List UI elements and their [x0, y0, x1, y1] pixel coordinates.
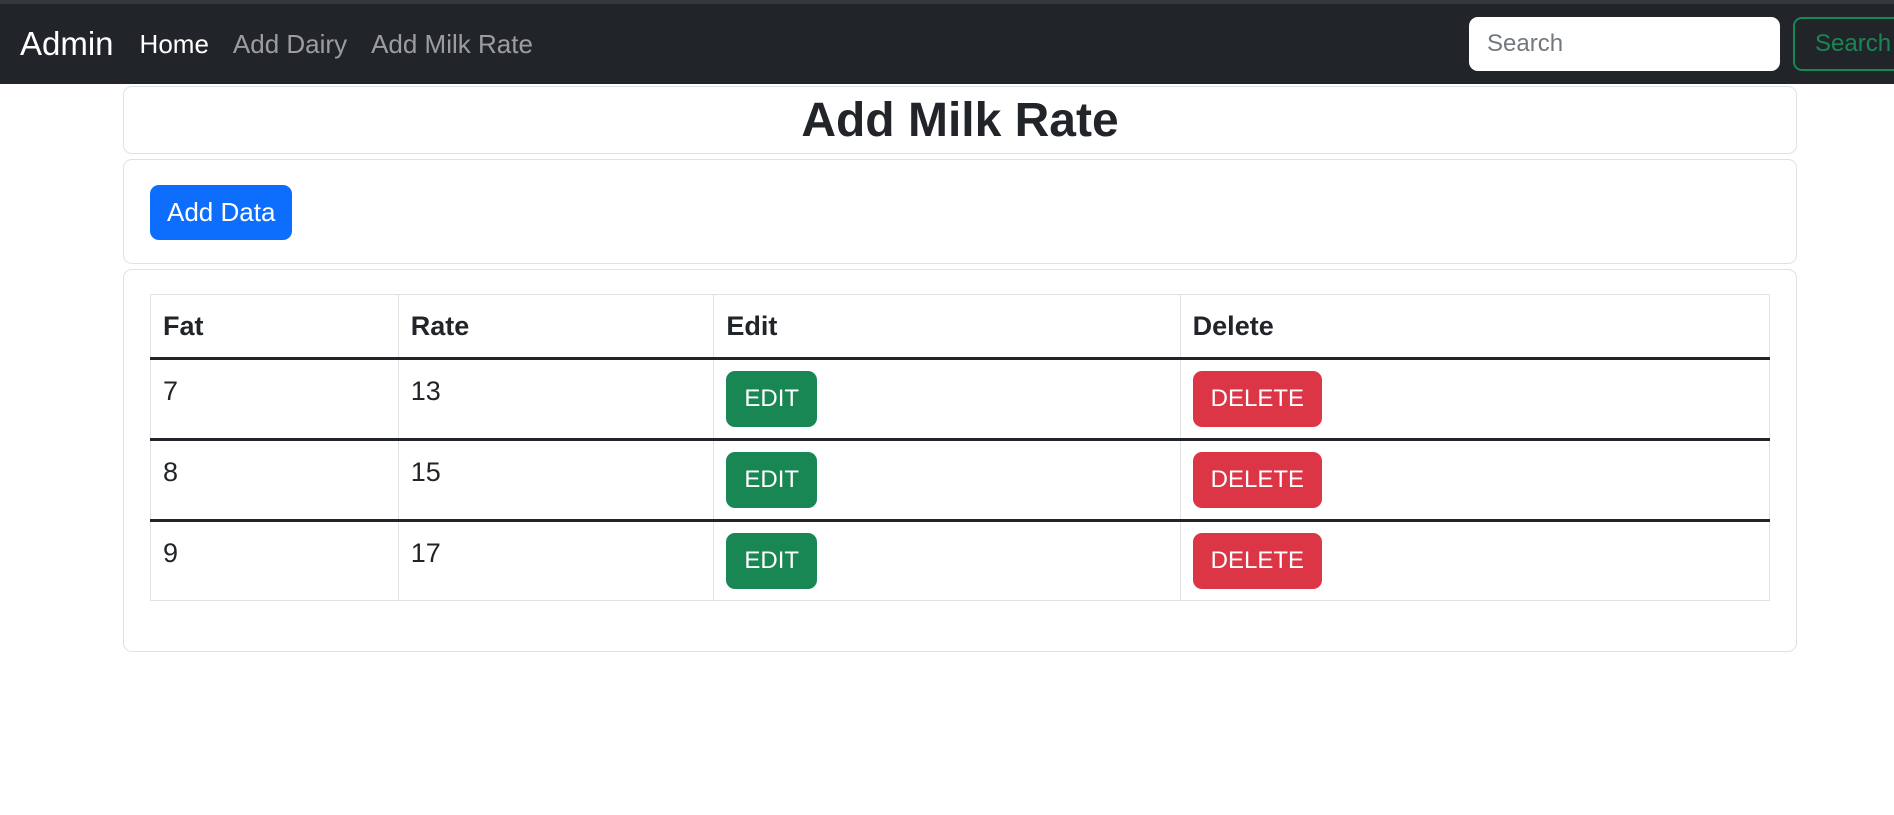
search-button[interactable]: Search — [1793, 17, 1894, 71]
toolbar-card: Add Data — [123, 159, 1797, 264]
edit-button[interactable]: EDIT — [726, 452, 818, 508]
search-form: Search — [1469, 17, 1894, 71]
cell-rate: 15 — [398, 439, 715, 522]
search-input[interactable] — [1469, 17, 1780, 71]
delete-button[interactable]: DELETE — [1192, 452, 1323, 508]
table-card: Fat Rate Edit Delete 7 13 EDIT DELETE 8 … — [123, 269, 1797, 652]
cell-rate: 13 — [398, 358, 715, 441]
edit-button[interactable]: EDIT — [726, 533, 818, 589]
delete-button[interactable]: DELETE — [1192, 533, 1323, 589]
table-row: 8 15 EDIT DELETE — [150, 439, 1770, 522]
window-top-edge — [0, 0, 1894, 4]
nav-item-home[interactable]: Home — [139, 28, 209, 59]
add-data-button[interactable]: Add Data — [150, 185, 293, 240]
nav-item-add-milk-rate[interactable]: Add Milk Rate — [371, 28, 533, 59]
milk-rate-table: Fat Rate Edit Delete 7 13 EDIT DELETE 8 … — [150, 294, 1770, 601]
brand-admin[interactable]: Admin — [20, 25, 114, 62]
page-title: Add Milk Rate — [801, 93, 1119, 147]
cell-fat: 7 — [150, 358, 399, 441]
cell-fat: 8 — [150, 439, 399, 522]
table-row: 9 17 EDIT DELETE — [150, 520, 1770, 601]
nav-links: Home Add Dairy Add Milk Rate — [128, 29, 545, 60]
nav-item-add-dairy[interactable]: Add Dairy — [232, 28, 348, 59]
delete-button[interactable]: DELETE — [1192, 371, 1323, 427]
edit-button[interactable]: EDIT — [726, 371, 818, 427]
column-header-edit: Edit — [713, 294, 1181, 360]
navbar: Admin Home Add Dairy Add Milk Rate Searc… — [0, 4, 1894, 84]
title-card: Add Milk Rate — [123, 86, 1797, 154]
column-header-rate: Rate — [398, 294, 715, 360]
cell-rate: 17 — [398, 520, 715, 601]
table-header-row: Fat Rate Edit Delete — [150, 294, 1770, 360]
table-row: 7 13 EDIT DELETE — [150, 358, 1770, 441]
cell-fat: 9 — [150, 520, 399, 601]
column-header-delete: Delete — [1180, 294, 1770, 360]
column-header-fat: Fat — [150, 294, 399, 360]
page-content: Add Milk Rate Add Data Fat Rate Edit Del… — [123, 86, 1797, 652]
